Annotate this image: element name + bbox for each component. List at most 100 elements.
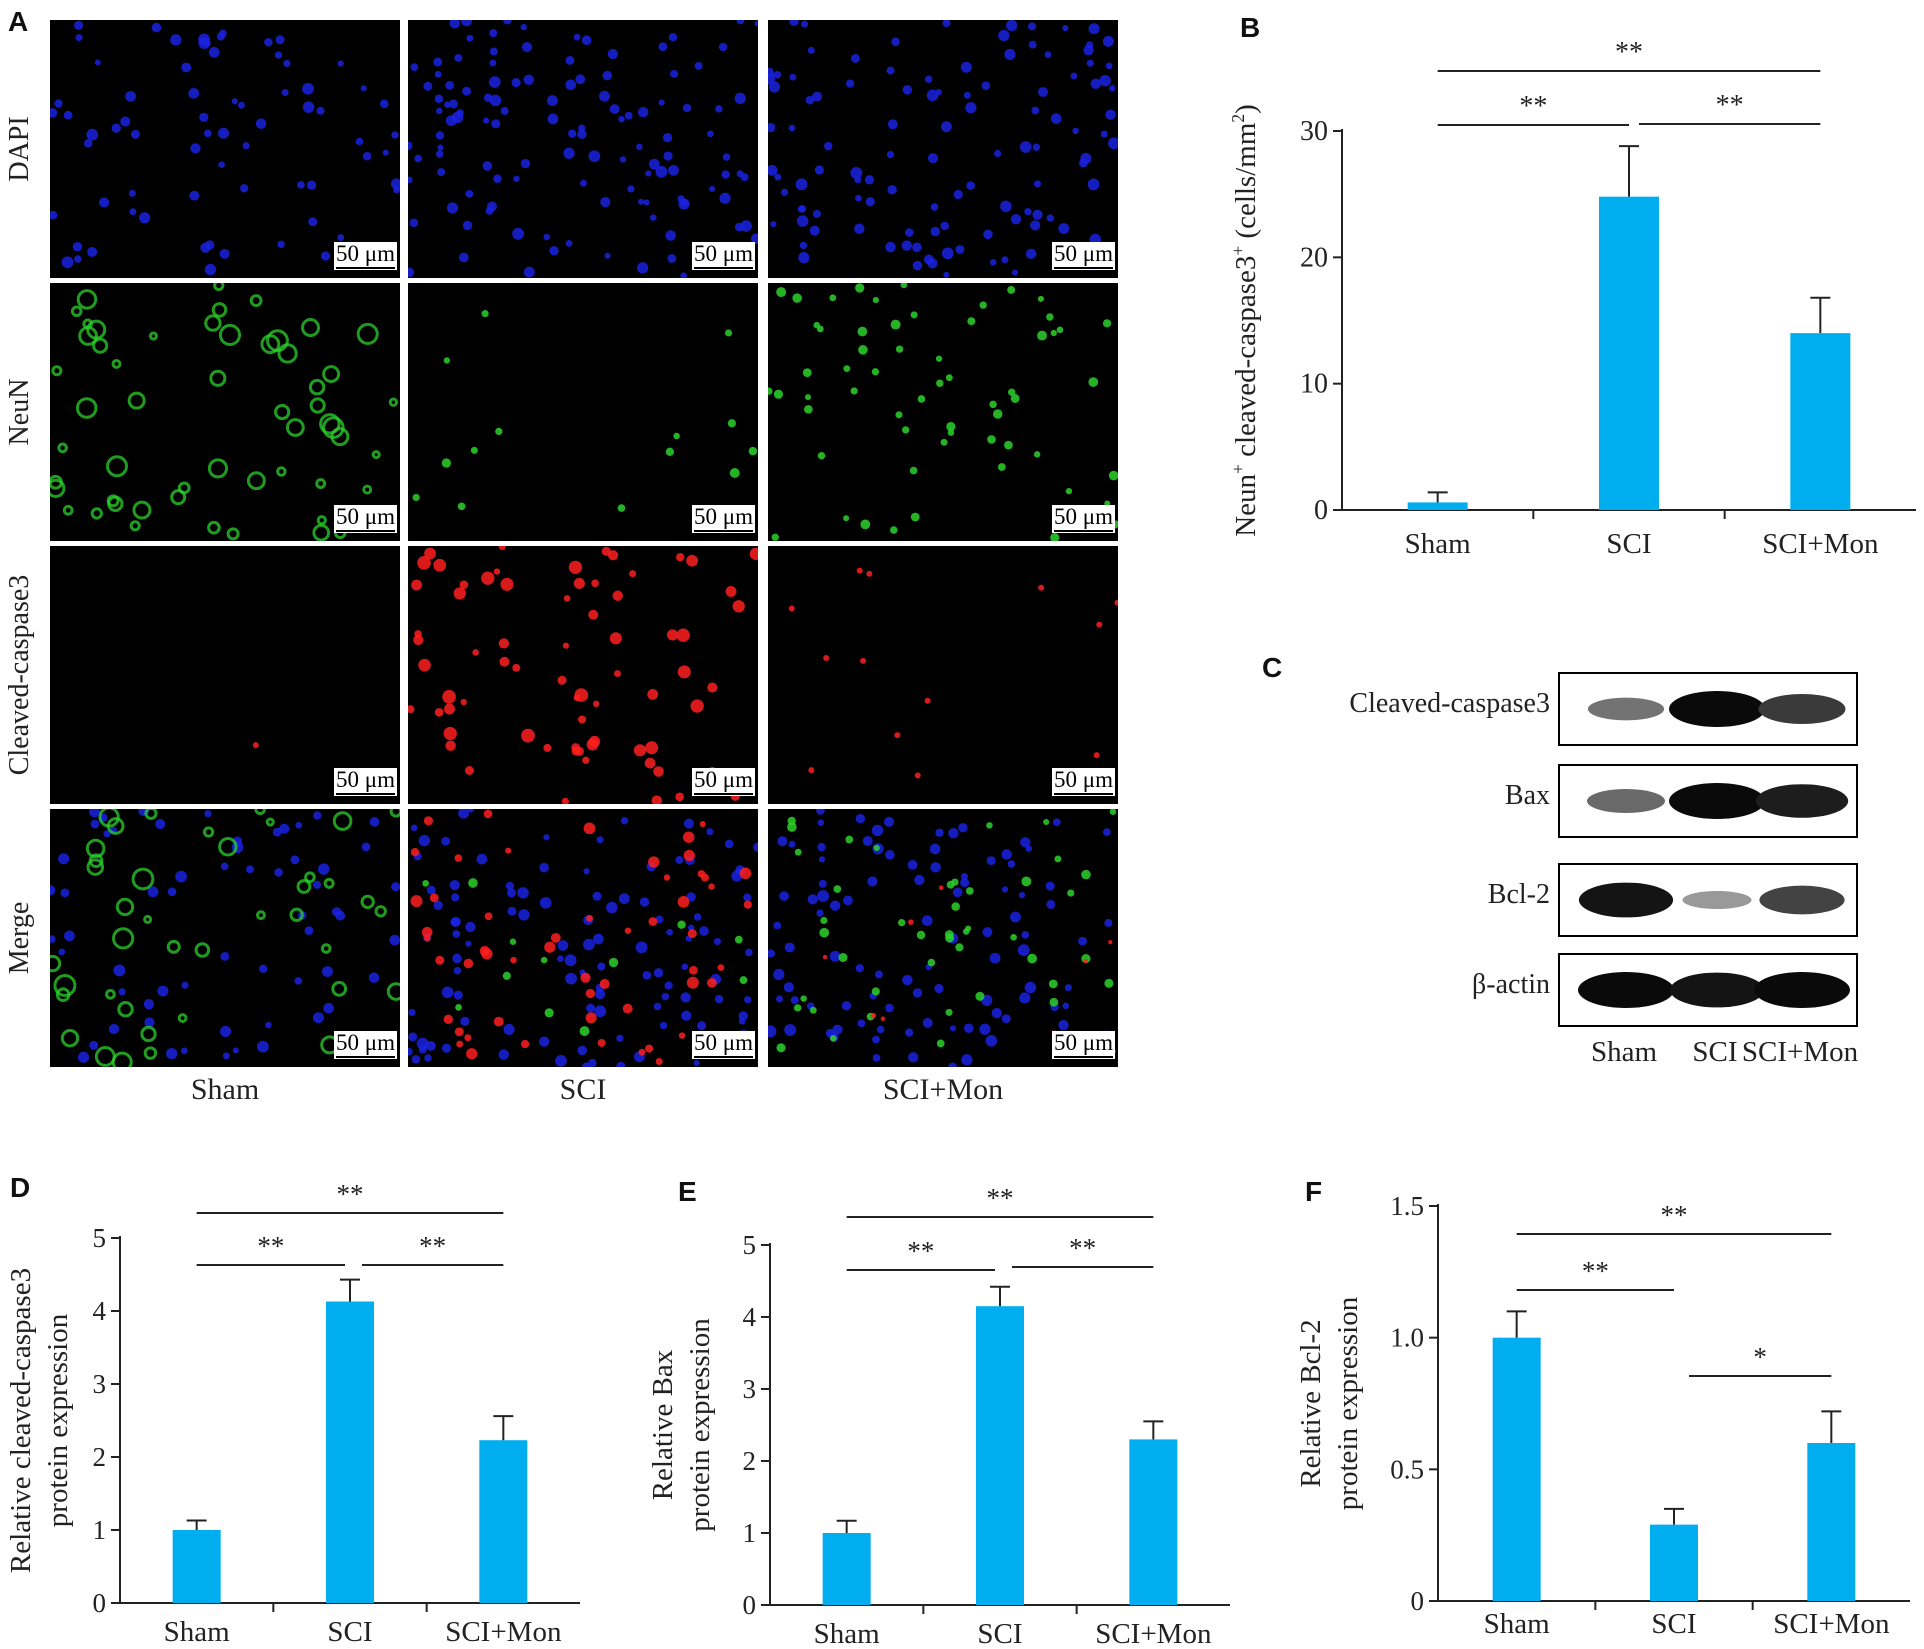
cell-dot bbox=[678, 1032, 686, 1039]
cell-dot bbox=[768, 1025, 777, 1038]
scale-bar-label: 50 μm bbox=[1054, 504, 1113, 529]
cell-dot bbox=[829, 950, 841, 962]
cell-dot bbox=[360, 85, 367, 92]
cell-dot bbox=[773, 968, 785, 981]
cell-dot bbox=[389, 809, 400, 818]
scale-bar-line bbox=[336, 793, 395, 795]
cell-dot bbox=[140, 1025, 157, 1043]
cell-dot bbox=[780, 188, 789, 196]
cell-dot bbox=[686, 554, 698, 567]
cell-dot bbox=[845, 835, 854, 844]
cell-dot bbox=[295, 821, 303, 829]
cell-dot bbox=[644, 757, 656, 769]
cell-dot bbox=[89, 1040, 99, 1050]
panel-label-a: A bbox=[8, 6, 29, 37]
cell-dot bbox=[1062, 24, 1069, 32]
cell-dot bbox=[986, 856, 996, 866]
cell-dot bbox=[521, 728, 535, 743]
cell-dot bbox=[740, 220, 752, 232]
x-category-label: Sham bbox=[164, 1616, 231, 1648]
cell-dot bbox=[573, 694, 581, 702]
cell-dot bbox=[521, 41, 533, 53]
cell-dot bbox=[952, 887, 963, 898]
cell-dot bbox=[120, 116, 131, 127]
cell-dot bbox=[817, 890, 830, 902]
cell-dot bbox=[748, 446, 758, 456]
cell-dot bbox=[1044, 51, 1052, 58]
bar-sci bbox=[976, 1306, 1024, 1605]
cell-dot bbox=[609, 104, 620, 114]
cell-dot bbox=[912, 260, 923, 271]
cell-dot bbox=[768, 949, 776, 958]
cell-dot bbox=[902, 426, 910, 434]
cell-dot bbox=[729, 467, 740, 478]
cell-dot bbox=[424, 1054, 432, 1062]
y-axis-label: Neun+ cleaved-caspase3+ (cells/mm2) bbox=[1228, 104, 1262, 537]
cell-dot bbox=[170, 489, 187, 506]
cell-dot bbox=[670, 69, 679, 78]
cell-dot bbox=[799, 241, 808, 250]
cell-dot bbox=[453, 587, 466, 600]
cell-dot bbox=[276, 466, 287, 477]
cell-dot bbox=[355, 137, 364, 146]
cell-dot bbox=[725, 586, 737, 597]
cell-dot bbox=[512, 227, 525, 240]
cell-dot bbox=[302, 101, 315, 113]
cell-dot bbox=[322, 365, 341, 383]
scale-bar-label: 50 μm bbox=[336, 241, 395, 266]
scale-bar-label: 50 μm bbox=[336, 504, 395, 529]
cell-dot bbox=[773, 921, 782, 930]
cell-dot bbox=[682, 831, 695, 843]
cell-dot bbox=[724, 329, 733, 337]
cell-dot bbox=[437, 144, 444, 151]
cell-dot bbox=[779, 891, 789, 902]
cell-dot bbox=[736, 20, 745, 25]
cell-dot bbox=[423, 81, 433, 91]
cell-dot bbox=[433, 558, 447, 572]
cell-dot bbox=[1070, 72, 1078, 80]
cell-dot bbox=[1081, 869, 1091, 880]
cell-dot bbox=[505, 881, 514, 891]
cell-dot bbox=[1081, 954, 1091, 964]
scale-bar-label: 50 μm bbox=[336, 767, 395, 792]
cell-dot bbox=[1002, 886, 1009, 893]
cell-dot bbox=[416, 1037, 429, 1050]
cell-dot bbox=[198, 33, 211, 46]
bar-sham bbox=[1492, 1337, 1541, 1601]
cell-dot bbox=[331, 907, 342, 917]
cell-dot bbox=[607, 48, 619, 60]
cell-dot bbox=[585, 1012, 597, 1024]
cell-dot bbox=[942, 20, 951, 28]
cell-dot bbox=[382, 149, 389, 156]
cell-dot bbox=[518, 909, 530, 921]
cell-dot bbox=[1090, 78, 1102, 89]
cell-dot bbox=[423, 816, 434, 826]
cell-dot bbox=[1083, 959, 1088, 964]
cell-dot bbox=[220, 951, 230, 961]
bar-sci-mon bbox=[1790, 333, 1851, 510]
cell-dot bbox=[885, 241, 896, 253]
micrograph-neun-sham: 50 μm bbox=[50, 283, 400, 541]
cell-dot bbox=[1001, 256, 1009, 264]
cell-dot bbox=[434, 707, 444, 717]
blot-label-bcl-2: Bcl-2 bbox=[1487, 879, 1550, 910]
chart-d: 0 1 2 3 4 5 Sham SCI SCI+Mon ** ** ** Relative cleav… bbox=[5, 1179, 580, 1648]
cell-dot bbox=[1019, 992, 1031, 1004]
cell-dot bbox=[555, 1055, 567, 1067]
cell-dot bbox=[414, 154, 422, 163]
cell-dot bbox=[609, 632, 622, 645]
y-tick-label: 2 bbox=[743, 1446, 757, 1476]
micrograph-image bbox=[768, 809, 1117, 1067]
cell-dot bbox=[493, 1016, 504, 1027]
cell-dot bbox=[908, 919, 914, 925]
cell-dot bbox=[1038, 87, 1049, 97]
cell-dot bbox=[106, 817, 125, 835]
cell-dot bbox=[433, 900, 443, 911]
chart-b: 0 10 20 30 Sham SCI SCI+Mon ** ** ** Neun+ cleaved… bbox=[1228, 37, 1916, 560]
cell-dot bbox=[599, 978, 610, 989]
significance-label: ** bbox=[1519, 91, 1547, 122]
cell-dot bbox=[85, 838, 106, 859]
cell-dot bbox=[74, 255, 82, 263]
cell-dot bbox=[489, 47, 498, 56]
cell-dot bbox=[246, 865, 254, 874]
